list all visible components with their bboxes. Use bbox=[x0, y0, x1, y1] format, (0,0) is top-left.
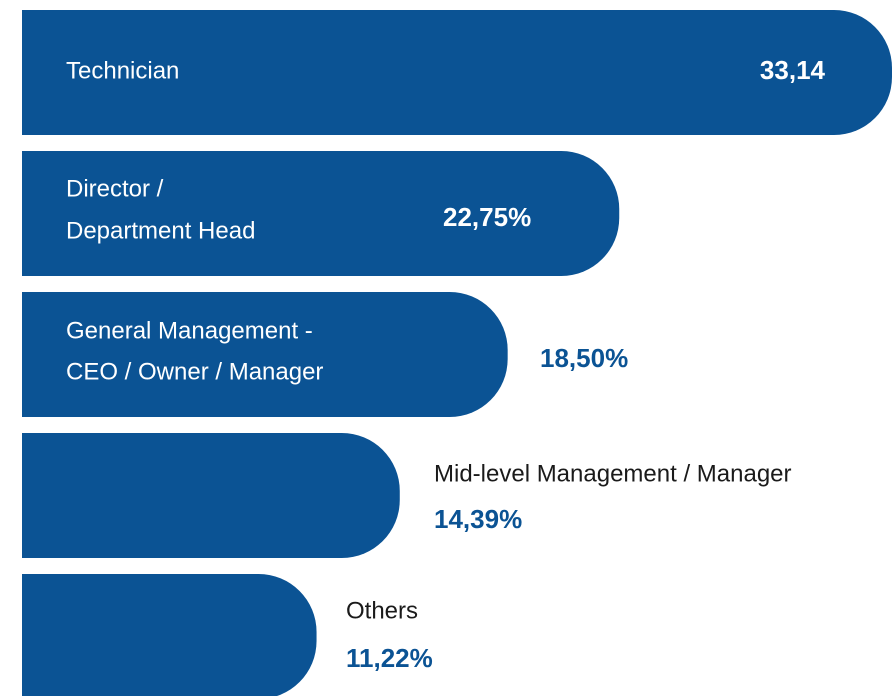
value-label: 11,22% bbox=[346, 643, 433, 673]
category-label: Director / bbox=[66, 175, 164, 202]
value-label: 33,14 bbox=[760, 55, 826, 85]
category-label: Others bbox=[346, 597, 418, 624]
category-label: CEO / Owner / Manager bbox=[66, 358, 323, 385]
category-label: Technician bbox=[66, 57, 179, 84]
value-label: 18,50% bbox=[540, 343, 628, 373]
bar bbox=[22, 151, 620, 276]
bar bbox=[22, 433, 400, 558]
category-label: General Management - bbox=[66, 317, 313, 344]
value-label: 22,75% bbox=[443, 202, 531, 232]
category-label: Mid-level Management / Manager bbox=[434, 460, 792, 487]
category-label: Department Head bbox=[66, 217, 255, 244]
bar bbox=[22, 10, 892, 135]
value-label: 14,39% bbox=[434, 504, 522, 534]
bar bbox=[22, 574, 317, 696]
bar bbox=[22, 292, 508, 417]
